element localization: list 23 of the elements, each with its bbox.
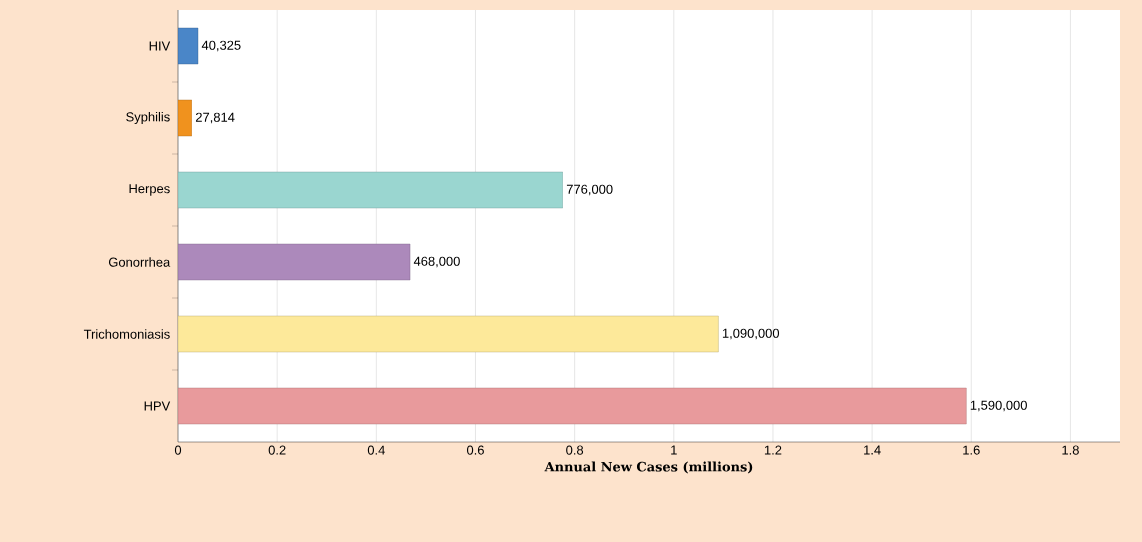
y-tick-label: Syphilis <box>126 111 170 125</box>
y-tick-label: HPV <box>144 401 171 411</box>
annotation: 40,325 <box>201 40 241 52</box>
x-tick-label: 0.8 <box>566 445 584 455</box>
annotation: 776,000 <box>566 184 613 196</box>
x-tick-label: 0.6 <box>466 445 484 455</box>
annotation: 1,090,000 <box>722 328 780 340</box>
x-tick-label: 0.4 <box>367 445 385 455</box>
y-tick-label: Trichomoniasis <box>83 329 170 339</box>
x-tick-label: 0 <box>174 445 182 455</box>
x-axis-title: Annual New Cases (millions) <box>544 461 753 474</box>
y-tick-label: Herpes <box>129 184 170 196</box>
y-tick-label: HIV <box>149 41 171 51</box>
y-tick-label: Gonorrhea <box>108 257 171 267</box>
x-tick-label: 1.6 <box>963 445 980 455</box>
x-tick-label: 1.2 <box>764 445 782 455</box>
x-tick-label: 1 <box>671 445 677 455</box>
annotation: 468,000 <box>413 256 460 268</box>
annotation: 1,590,000 <box>970 400 1027 412</box>
x-tick-label: 1.4 <box>864 445 881 455</box>
x-tick-label: 0.2 <box>268 445 286 455</box>
x-tick-label: 1.8 <box>1062 445 1079 455</box>
annotation: 27,814 <box>195 112 235 124</box>
